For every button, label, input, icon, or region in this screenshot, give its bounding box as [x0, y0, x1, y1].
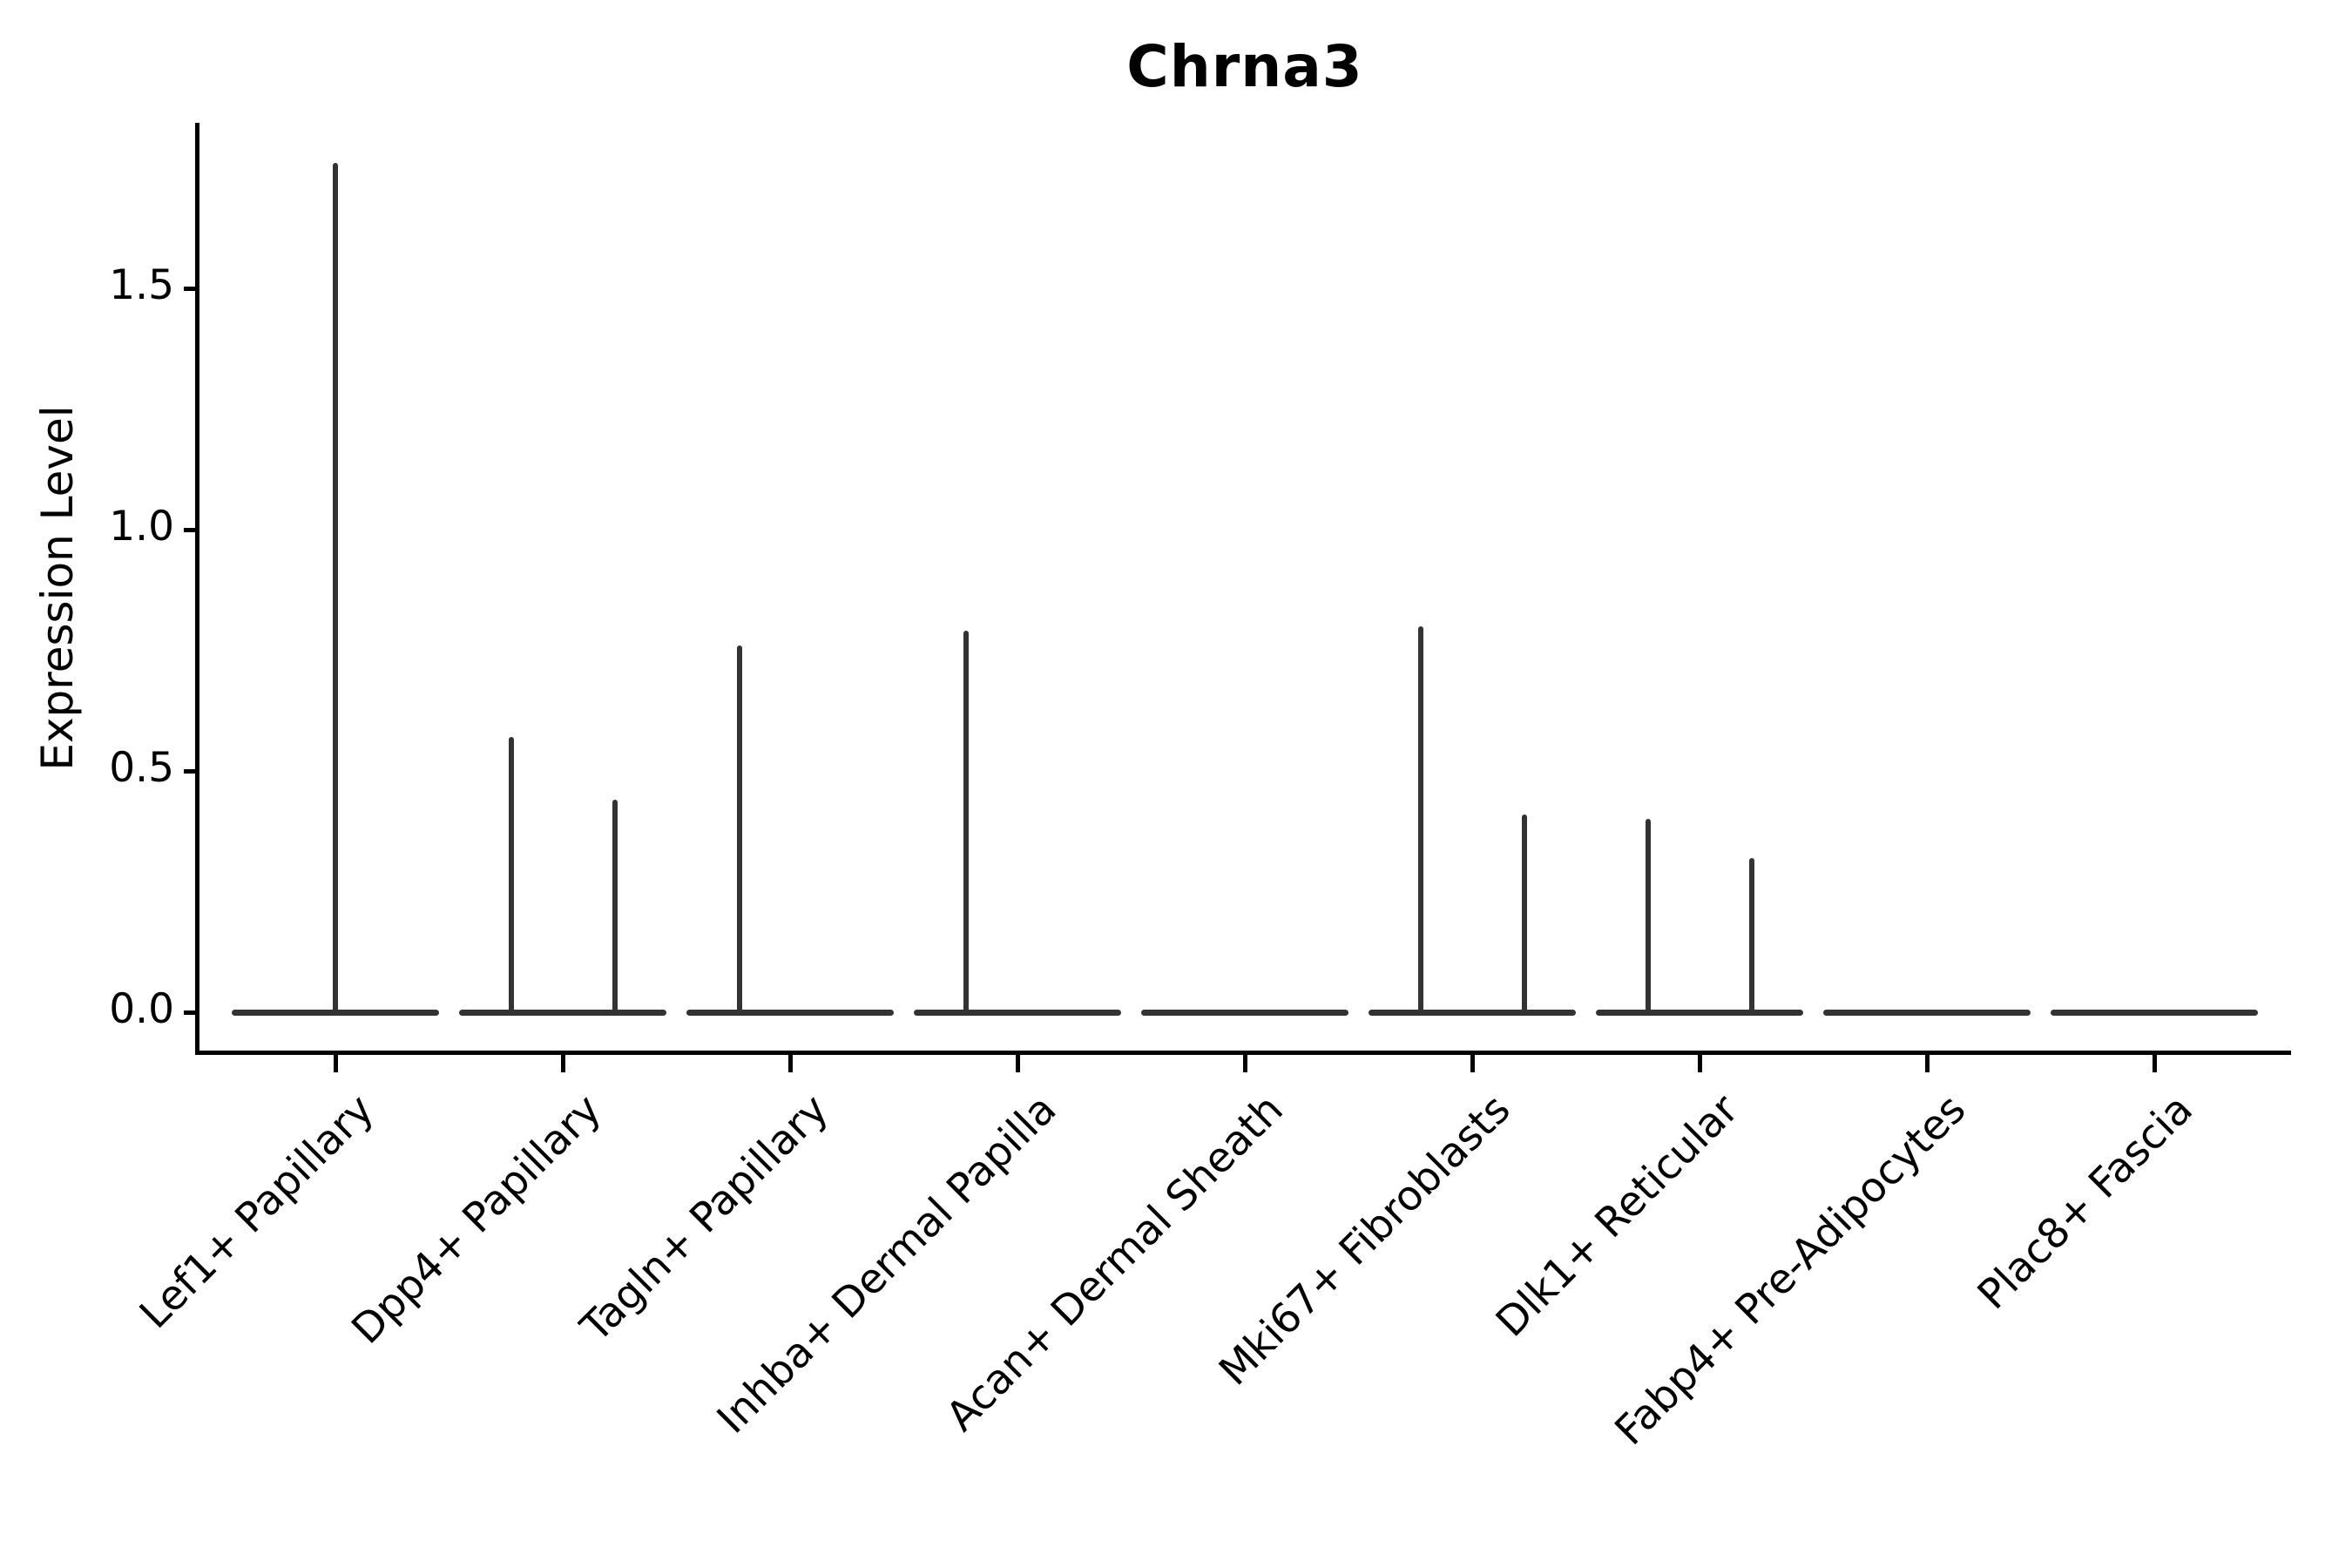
violin-spike: [333, 162, 338, 1016]
violin-zero-bar: [2051, 1009, 2258, 1016]
x-tick-label: Dpp4+ Papillary: [342, 1085, 611, 1354]
x-tick: [1470, 1055, 1475, 1072]
violin-zero-bar: [914, 1009, 1121, 1016]
violin-zero-bar: [1141, 1009, 1348, 1016]
x-tick: [1697, 1055, 1702, 1072]
x-tick-label: Dlk1+ Reticular: [1486, 1085, 1747, 1347]
chart-title: Chrna3: [1126, 33, 1363, 100]
violin-zero-bar: [1369, 1009, 1576, 1016]
y-tick-label: 0.5: [109, 744, 174, 792]
violin-spike: [1522, 814, 1528, 1016]
x-tick: [787, 1055, 793, 1072]
violin-zero-bar: [1596, 1009, 1803, 1016]
x-tick: [1242, 1055, 1247, 1072]
x-tick-label: Tagln+ Papillary: [571, 1085, 838, 1352]
x-tick: [560, 1055, 565, 1072]
y-axis-spine: [195, 123, 199, 1055]
y-tick: [184, 1010, 198, 1015]
violin-zero-bar: [459, 1009, 666, 1016]
y-tick: [184, 286, 198, 291]
violin-zero-bar: [686, 1009, 894, 1016]
y-tick-label: 0.0: [109, 985, 174, 1033]
violin-spike: [1749, 857, 1755, 1016]
y-tick: [184, 527, 198, 532]
x-tick-label: Plac8+ Fascia: [1968, 1085, 2202, 1319]
y-tick: [184, 768, 198, 774]
x-axis-spine: [195, 1051, 2291, 1055]
violin-spike: [963, 631, 969, 1016]
violin-spike: [1646, 819, 1651, 1016]
x-tick: [2152, 1055, 2157, 1072]
x-tick: [1924, 1055, 1930, 1072]
x-tick: [1015, 1055, 1020, 1072]
x-tick-label: Lef1+ Papillary: [130, 1085, 383, 1338]
violin-spike: [1418, 625, 1423, 1016]
y-tick-label: 1.0: [109, 503, 174, 551]
x-tick: [333, 1055, 338, 1072]
y-axis-label: Expression Level: [32, 405, 83, 771]
violin-spike: [509, 737, 514, 1016]
violin-zero-bar: [1823, 1009, 2031, 1016]
violin-spike: [612, 800, 618, 1016]
violin-spike: [737, 645, 743, 1016]
y-tick-label: 1.5: [109, 261, 174, 309]
